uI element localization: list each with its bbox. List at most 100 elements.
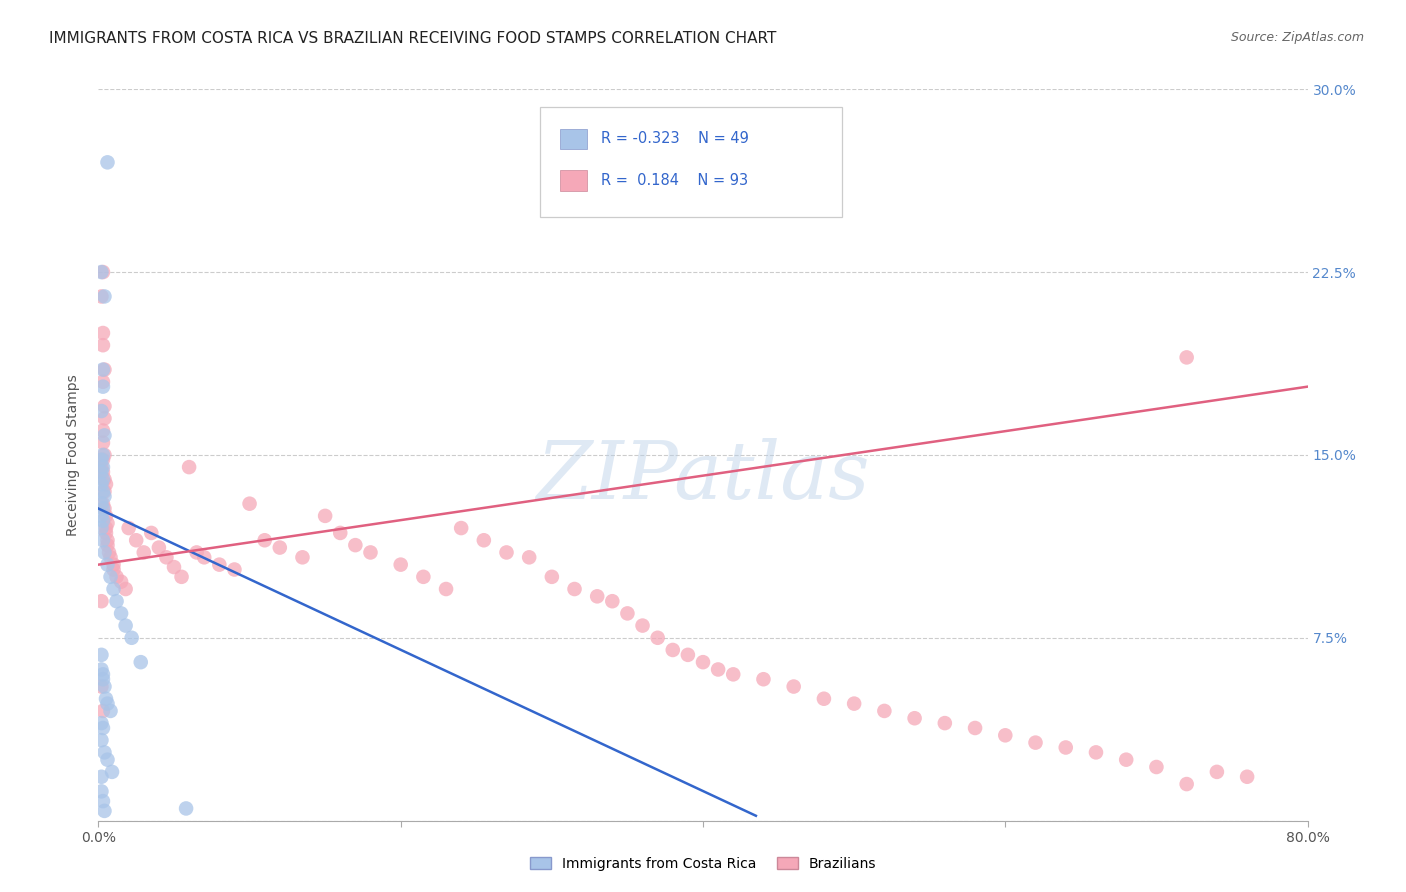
Point (91, 465, 114, 479)
Point (994, 728, 1017, 742)
Point (239, 497, 262, 511)
Point (93, 428, 115, 442)
Point (91, 435, 114, 450)
Point (616, 607, 638, 621)
Point (1085, 745, 1108, 759)
Point (91, 472, 114, 486)
Point (873, 704, 896, 718)
Point (186, 545, 208, 559)
Point (91, 497, 114, 511)
Point (90, 452, 112, 467)
Point (96, 753, 118, 767)
Point (904, 711, 927, 725)
Point (269, 541, 291, 555)
Point (100, 550, 122, 565)
Point (291, 550, 314, 565)
Point (93, 472, 115, 486)
Point (495, 545, 517, 559)
Point (100, 704, 122, 718)
Point (661, 643, 683, 657)
Point (1236, 770, 1258, 784)
Text: IMMIGRANTS FROM COSTA RICA VS BRAZILIAN RECEIVING FOOD STAMPS CORRELATION CHART: IMMIGRANTS FROM COSTA RICA VS BRAZILIAN … (49, 31, 776, 46)
Point (94, 691, 117, 706)
Point (93, 399, 115, 413)
Point (155, 550, 177, 565)
Point (91, 452, 114, 467)
Point (148, 541, 170, 555)
Point (93, 448, 115, 462)
FancyBboxPatch shape (561, 128, 586, 149)
FancyBboxPatch shape (540, 108, 842, 218)
Point (94, 477, 117, 491)
Point (132, 545, 155, 559)
Point (450, 521, 472, 535)
Point (90, 594, 112, 608)
Point (103, 562, 125, 576)
Point (163, 560, 186, 574)
Point (121, 631, 143, 645)
Point (94, 521, 117, 535)
Point (602, 594, 624, 608)
Point (129, 655, 152, 669)
Point (90, 497, 112, 511)
Point (90, 465, 112, 479)
Point (110, 607, 132, 621)
Point (179, 460, 201, 475)
Point (91, 721, 114, 735)
Text: ZIPatlas: ZIPatlas (536, 438, 870, 516)
Point (412, 570, 434, 584)
Point (1054, 740, 1077, 755)
Point (105, 570, 128, 584)
Point (91, 424, 114, 438)
Point (103, 582, 125, 596)
Point (707, 663, 730, 677)
Point (93, 362, 115, 376)
Point (1175, 777, 1198, 791)
Point (91, 379, 114, 393)
Point (752, 672, 775, 686)
Point (91, 338, 114, 352)
Point (91, 326, 114, 340)
Point (110, 574, 132, 589)
Point (91, 265, 114, 279)
Point (90, 404, 112, 418)
Point (90, 477, 112, 491)
Point (96, 558, 118, 572)
Point (676, 648, 699, 662)
Point (540, 570, 562, 584)
Legend: Immigrants from Costa Rica, Brazilians: Immigrants from Costa Rica, Brazilians (524, 851, 882, 876)
Point (90, 289, 112, 303)
Point (91, 375, 114, 389)
Point (564, 582, 586, 596)
Point (93, 489, 115, 503)
Point (91, 484, 114, 499)
Point (472, 533, 495, 548)
Point (517, 550, 540, 565)
Point (93, 484, 115, 499)
Point (90, 265, 112, 279)
Point (90, 648, 112, 662)
Point (118, 521, 141, 535)
Point (91, 514, 114, 528)
Point (101, 764, 124, 779)
Point (91, 460, 114, 475)
Text: R = -0.323    N = 49: R = -0.323 N = 49 (602, 131, 749, 146)
Point (96, 697, 118, 711)
Point (1144, 760, 1167, 774)
Point (965, 721, 987, 735)
Point (934, 716, 956, 731)
Point (1175, 351, 1198, 365)
Point (224, 562, 246, 576)
Point (90, 784, 112, 798)
Point (96, 533, 118, 548)
FancyBboxPatch shape (561, 170, 586, 191)
Text: Source: ZipAtlas.com: Source: ZipAtlas.com (1230, 31, 1364, 45)
Point (90, 460, 112, 475)
Point (90, 663, 112, 677)
Point (1206, 764, 1229, 779)
Point (94, 508, 117, 523)
Point (91, 672, 114, 686)
Point (98, 545, 121, 559)
Point (93, 804, 115, 818)
Point (692, 655, 714, 669)
